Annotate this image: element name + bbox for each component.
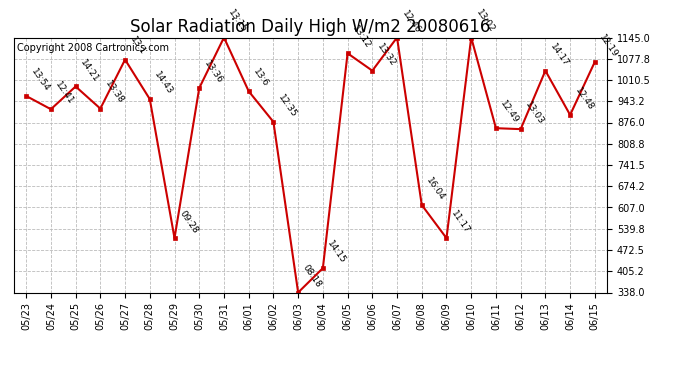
Text: 11:17: 11:17 <box>449 209 471 236</box>
Text: 13:12: 13:12 <box>351 24 373 51</box>
Text: 13:1: 13:1 <box>128 35 147 57</box>
Text: 09:28: 09:28 <box>177 209 199 236</box>
Text: 08:18: 08:18 <box>301 263 323 290</box>
Text: 13:36: 13:36 <box>202 59 224 85</box>
Text: Copyright 2008 Cartronics.com: Copyright 2008 Cartronics.com <box>17 43 169 52</box>
Text: 13:38: 13:38 <box>103 80 126 106</box>
Text: 14:21: 14:21 <box>79 57 101 84</box>
Text: 14:15: 14:15 <box>326 239 348 266</box>
Text: 14:43: 14:43 <box>152 70 175 96</box>
Text: 13:6: 13:6 <box>251 67 270 88</box>
Text: 13:03: 13:03 <box>524 100 546 126</box>
Text: 12:19: 12:19 <box>598 33 620 59</box>
Title: Solar Radiation Daily High W/m2 20080616: Solar Radiation Daily High W/m2 20080616 <box>130 18 491 36</box>
Text: 13:15: 13:15 <box>227 8 249 35</box>
Text: 12:46: 12:46 <box>400 9 422 35</box>
Text: 12:49: 12:49 <box>499 99 521 125</box>
Text: 13:32: 13:32 <box>375 42 397 68</box>
Text: 16:04: 16:04 <box>424 176 446 202</box>
Text: 12:35: 12:35 <box>276 93 298 119</box>
Text: 12:41: 12:41 <box>54 80 76 106</box>
Text: 12:48: 12:48 <box>573 86 595 112</box>
Text: 14:17: 14:17 <box>548 42 571 68</box>
Text: 13:54: 13:54 <box>29 67 51 93</box>
Text: 13:02: 13:02 <box>474 9 496 35</box>
